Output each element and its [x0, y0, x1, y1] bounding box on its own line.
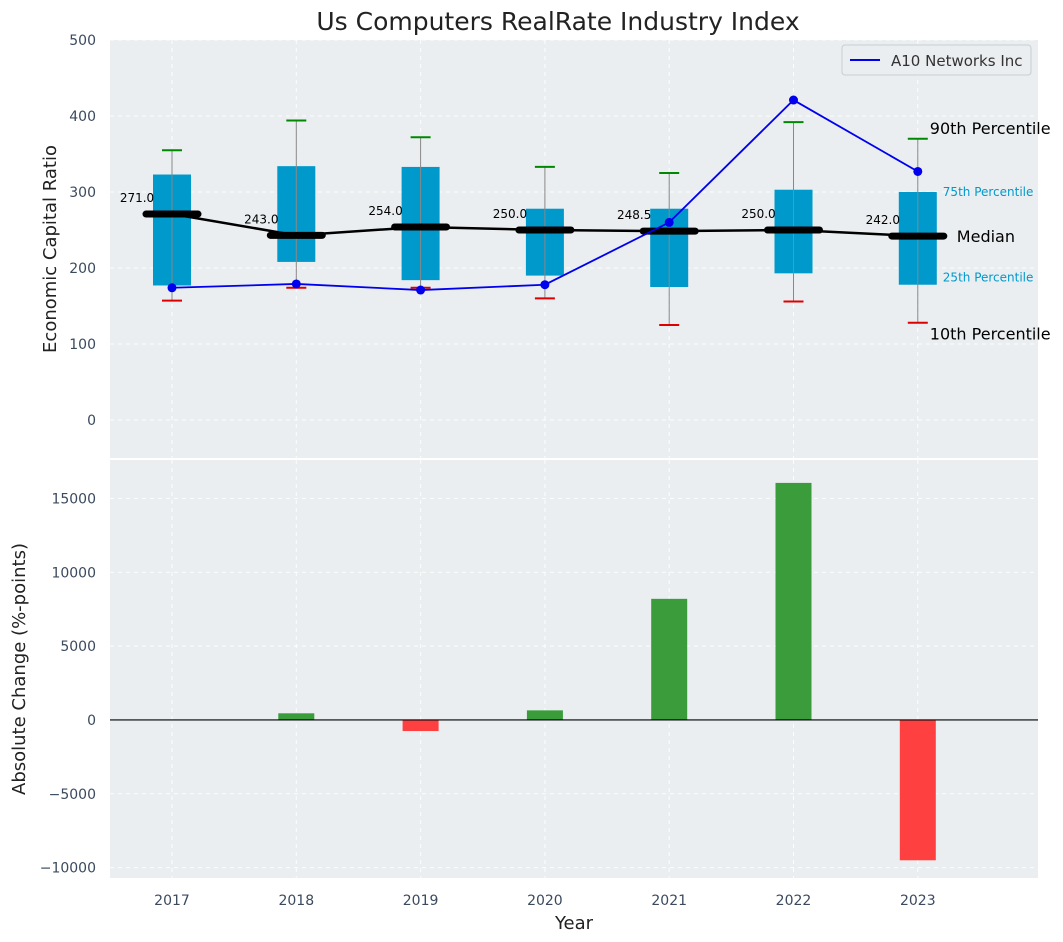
top-y-tick-label: 0	[87, 413, 96, 429]
top-plot-area	[110, 40, 1038, 458]
top-y-tick-label: 300	[69, 185, 96, 201]
bottom-y-tick-label: 0	[87, 713, 96, 729]
median-label-2022: 250.0	[741, 207, 775, 221]
median-line	[171, 212, 918, 238]
legend-label-a10: A10 Networks Inc	[891, 52, 1023, 70]
annotation-p10: 10th Percentile	[930, 325, 1051, 344]
series-point-2022	[789, 95, 798, 105]
bottom-bars	[110, 482, 1038, 861]
x-tick-label: 2017	[154, 893, 190, 909]
bottom-y-tick-label: −10000	[40, 861, 96, 877]
top-panel: 0 100 200 300 400 500 271.0 243.0 254.0 250.0 248…	[40, 7, 1051, 458]
top-y-tick-label: 400	[69, 109, 96, 125]
median-label-2021: 248.5	[617, 208, 651, 222]
change-bar-2022	[775, 482, 812, 720]
annotation-p90: 90th Percentile	[930, 119, 1051, 138]
bottom-y-ticks: −10000 −5000 0 5000 10000 15000	[40, 491, 96, 876]
series-point-2023	[913, 166, 923, 176]
bottom-y-tick-label: 5000	[60, 639, 96, 655]
x-tick-label: 2023	[900, 893, 936, 909]
bottom-y-tick-label: −5000	[49, 787, 96, 803]
annotation-p75: 75th Percentile	[943, 185, 1034, 199]
change-bar-2018	[278, 713, 315, 720]
series-point-2017	[167, 283, 177, 293]
x-tick-label: 2022	[776, 893, 812, 909]
series-point-2018	[291, 279, 301, 289]
legend-box	[841, 44, 1032, 76]
x-tick-label: 2019	[403, 893, 439, 909]
top-y-ticks: 0 100 200 300 400 500	[69, 33, 96, 429]
change-bar-2020	[526, 710, 563, 720]
change-bar-2019	[402, 719, 439, 732]
median-label-2023: 242.0	[866, 213, 900, 227]
change-bar-2021	[651, 598, 688, 720]
x-ticks: 2017 2018 2019 2020 2021 2022 2023	[154, 893, 935, 909]
percentile-annotations: 90th Percentile 75th Percentile Median 25th…	[930, 119, 1051, 344]
bottom-y-tick-label: 15000	[51, 491, 96, 507]
median-label-2019: 254.0	[368, 204, 402, 218]
series-point-2019	[416, 285, 426, 295]
x-axis-label: Year	[554, 913, 594, 934]
change-bar-2023	[899, 719, 936, 861]
annotation-p25: 25th Percentile	[943, 271, 1034, 285]
x-tick-label: 2020	[527, 893, 563, 909]
top-y-tick-label: 100	[69, 337, 96, 353]
series-point-2021	[664, 217, 674, 227]
annotation-median: Median	[957, 227, 1015, 246]
series-group	[167, 95, 923, 295]
legend[interactable]: A10 Networks Inc	[841, 44, 1032, 76]
x-tick-label: 2021	[651, 893, 687, 909]
top-y-tick-label: 500	[69, 33, 96, 49]
median-label-2018: 243.0	[244, 212, 278, 226]
median-line-group	[171, 212, 918, 238]
x-tick-label: 2018	[278, 893, 314, 909]
median-label-2020: 250.0	[493, 207, 527, 221]
bottom-y-tick-label: 10000	[51, 565, 96, 581]
chart-title: Us Computers RealRate Industry Index	[316, 7, 799, 36]
series-point-2020	[540, 280, 550, 290]
top-y-tick-label: 200	[69, 261, 96, 277]
bottom-plot-area	[110, 460, 1038, 878]
top-y-axis-label: Economic Capital Ratio	[40, 145, 61, 353]
bottom-y-axis-label: Absolute Change (%-points)	[9, 543, 30, 795]
median-label-2017: 271.0	[120, 191, 154, 205]
